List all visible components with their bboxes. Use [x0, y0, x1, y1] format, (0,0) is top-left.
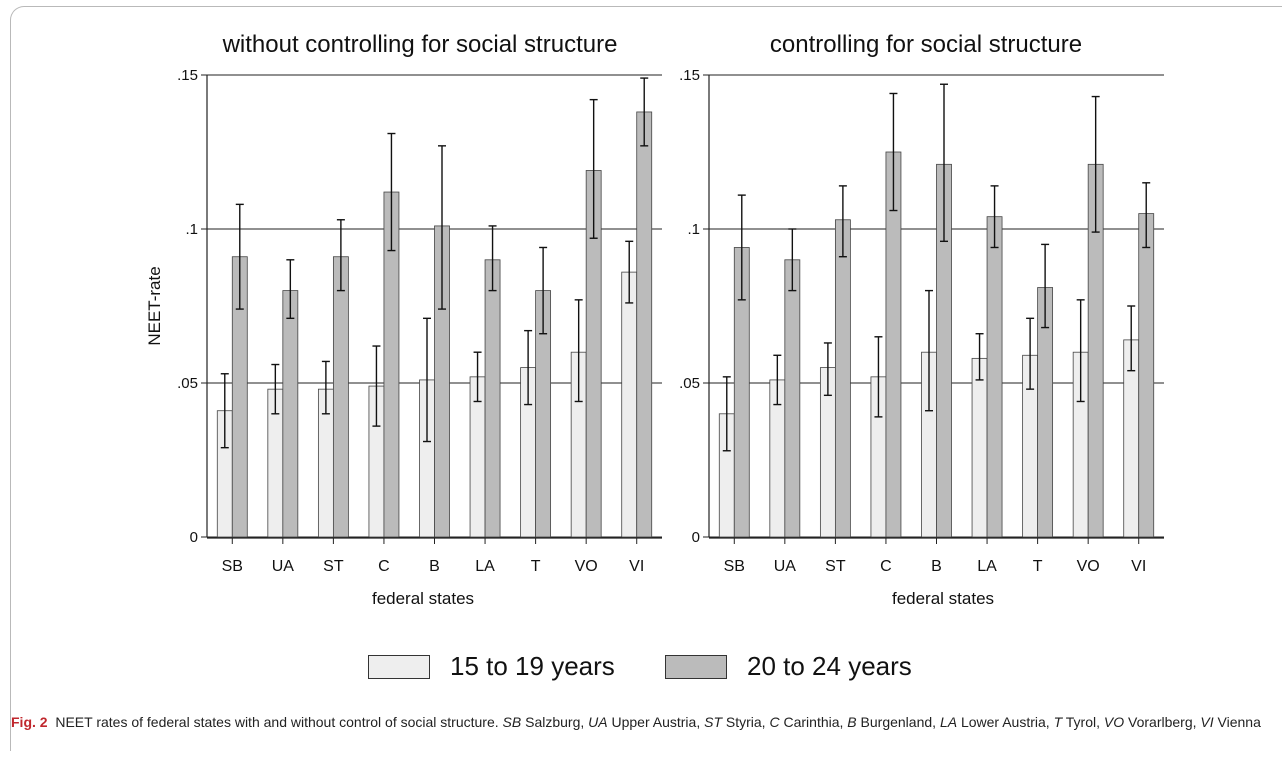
bar: [282, 290, 299, 538]
y-tick-label: .15: [177, 67, 198, 84]
x-tick-label: C: [378, 558, 390, 575]
abbreviation-list: SB Salzburg, UA Upper Austria, ST Styria…: [503, 714, 1261, 730]
abbreviation: VI: [1200, 714, 1214, 730]
abbreviation-entry: SB Salzburg,: [503, 714, 589, 730]
bar: [484, 259, 501, 538]
bar: [332, 256, 349, 538]
abbreviation-name: Burgenland,: [856, 714, 940, 730]
legend-label-20-24: 20 to 24 years: [747, 651, 912, 681]
abbreviation-entry: T Tyrol,: [1054, 714, 1104, 730]
y-tick-label: 0: [692, 529, 700, 546]
bar: [636, 111, 653, 538]
x-axis-label: federal states: [892, 589, 994, 608]
y-tick-label: .05: [177, 375, 198, 392]
figure-caption: Fig. 2 NEET rates of federal states with…: [11, 713, 1271, 732]
x-tick-label: VO: [575, 558, 598, 575]
bar: [971, 357, 988, 538]
abbreviation-entry: VO Vorarlberg,: [1104, 714, 1201, 730]
x-tick-label: ST: [825, 558, 846, 575]
x-tick-label: LA: [977, 558, 997, 575]
x-tick-label: UA: [774, 558, 797, 575]
abbreviation: C: [769, 714, 780, 730]
x-tick-label: C: [880, 558, 892, 575]
bar: [834, 219, 851, 538]
y-axis-label: NEET-rate: [145, 266, 164, 345]
legend-swatch-20-24: [665, 654, 727, 679]
x-tick-label: VO: [1077, 558, 1100, 575]
abbreviation: ST: [704, 714, 722, 730]
abbreviation-entry: C Carinthia,: [769, 714, 847, 730]
legend: 15 to 19 years 20 to 24 years: [0, 651, 1282, 691]
legend-item-15-19: 15 to 19 years: [368, 651, 615, 682]
abbreviation-entry: LA Lower Austria,: [940, 714, 1054, 730]
chart-title: without controlling for social structure: [222, 31, 618, 58]
x-tick-label: SB: [724, 558, 745, 575]
bar: [986, 216, 1003, 538]
abbreviation: SB: [502, 714, 522, 730]
legend-label-15-19: 15 to 19 years: [450, 651, 615, 681]
x-tick-label: ST: [323, 558, 344, 575]
y-tick-label: .1: [185, 221, 198, 238]
abbreviation: VO: [1103, 714, 1125, 730]
chart-title: controlling for social structure: [770, 31, 1082, 58]
x-tick-label: T: [1033, 558, 1043, 575]
abbreviation-name: Vorarlberg,: [1124, 714, 1201, 730]
bar: [621, 271, 638, 538]
abbreviation-entry: VI Vienna: [1200, 714, 1260, 730]
abbreviation-name: Carinthia,: [779, 714, 848, 730]
caption-title: NEET rates of federal states with and wi…: [55, 714, 499, 730]
abbreviation-name: Lower Austria,: [957, 714, 1054, 730]
y-tick-label: .05: [679, 375, 700, 392]
charts-svg: without controlling for social structure…: [145, 31, 1164, 608]
figure-label: Fig. 2: [11, 714, 48, 730]
abbreviation-entry: B Burgenland,: [847, 714, 940, 730]
legend-item-20-24: 20 to 24 years: [665, 651, 912, 682]
abbreviation-name: Salzburg,: [521, 714, 589, 730]
abbreviation-entry: UA Upper Austria,: [588, 714, 704, 730]
abbreviation-name: Tyrol,: [1062, 714, 1104, 730]
abbreviation: B: [847, 714, 857, 730]
figure-frame: [10, 6, 1282, 751]
abbreviation-name: Styria,: [722, 714, 770, 730]
x-axis-label: federal states: [372, 589, 474, 608]
abbreviation: UA: [588, 714, 608, 730]
abbreviation: T: [1053, 714, 1063, 730]
y-tick-label: .15: [679, 67, 700, 84]
x-tick-label: VI: [1131, 558, 1146, 575]
x-tick-label: VI: [629, 558, 644, 575]
abbreviation: LA: [939, 714, 958, 730]
x-tick-label: B: [931, 558, 942, 575]
abbreviation-name: Vienna: [1213, 714, 1261, 730]
x-tick-label: SB: [222, 558, 243, 575]
y-tick-label: .1: [687, 221, 700, 238]
bar: [784, 259, 801, 538]
x-tick-label: UA: [272, 558, 295, 575]
x-tick-label: T: [531, 558, 541, 575]
abbreviation-entry: ST Styria,: [704, 714, 769, 730]
abbreviation-name: Upper Austria,: [607, 714, 705, 730]
legend-swatch-15-19: [368, 654, 430, 679]
y-tick-label: 0: [190, 529, 198, 546]
x-tick-label: B: [429, 558, 440, 575]
bar: [1138, 213, 1155, 538]
x-tick-label: LA: [475, 558, 495, 575]
